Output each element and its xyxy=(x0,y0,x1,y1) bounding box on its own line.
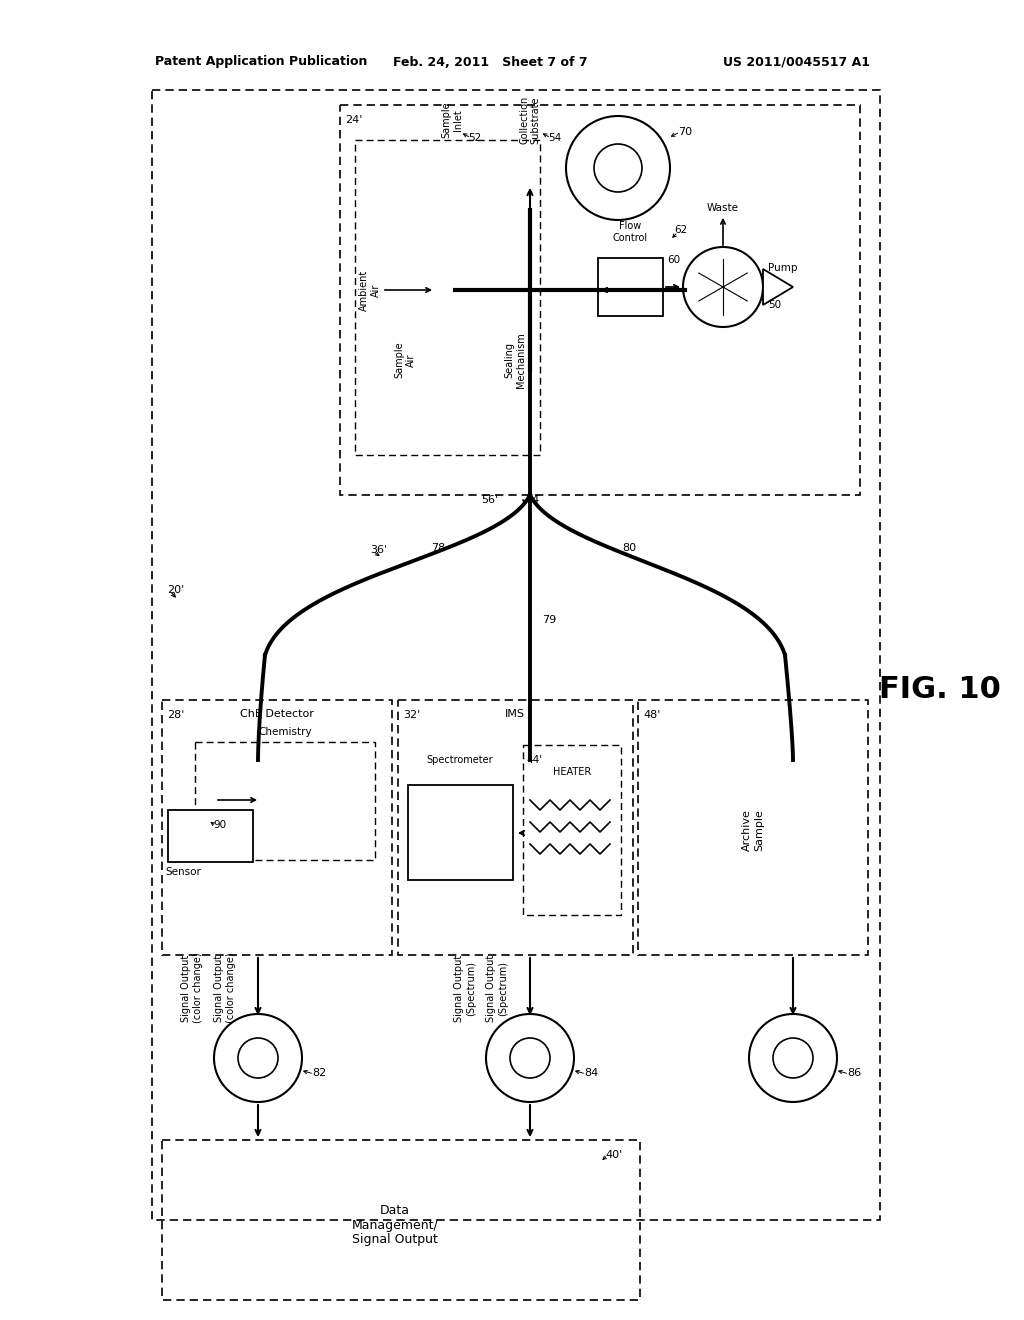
Text: Signal Output
(Spectrum): Signal Output (Spectrum) xyxy=(486,954,508,1022)
Circle shape xyxy=(683,247,763,327)
Text: 28': 28' xyxy=(167,710,184,719)
Text: 44': 44' xyxy=(526,755,542,766)
Text: 48': 48' xyxy=(643,710,660,719)
Bar xyxy=(152,90,880,1220)
Text: Spectrometer: Spectrometer xyxy=(427,755,494,766)
Bar xyxy=(195,742,375,861)
Text: IMS: IMS xyxy=(505,709,525,719)
Circle shape xyxy=(566,116,670,220)
Text: 24': 24' xyxy=(345,115,362,125)
Text: Feb. 24, 2011   Sheet 7 of 7: Feb. 24, 2011 Sheet 7 of 7 xyxy=(392,55,588,69)
Bar xyxy=(398,700,633,954)
Text: FIG. 10: FIG. 10 xyxy=(879,676,1000,705)
Text: Sensor: Sensor xyxy=(165,867,201,876)
Text: Ambient
Air: Ambient Air xyxy=(359,269,381,310)
Text: 62: 62 xyxy=(674,224,687,235)
Text: Collection
Substrate: Collection Substrate xyxy=(519,96,541,144)
Bar xyxy=(162,700,392,954)
Text: 54: 54 xyxy=(548,133,561,143)
Text: 90: 90 xyxy=(213,820,226,830)
Bar xyxy=(168,810,253,862)
Circle shape xyxy=(238,1038,278,1078)
Text: Sample
Inlet: Sample Inlet xyxy=(441,102,463,139)
Text: Flow
Control: Flow Control xyxy=(612,222,647,243)
Bar xyxy=(523,744,621,915)
Text: 70: 70 xyxy=(678,127,692,137)
Text: Archive
Sample: Archive Sample xyxy=(742,809,764,851)
Text: 82: 82 xyxy=(312,1068,327,1078)
Bar xyxy=(355,140,540,455)
Text: 74: 74 xyxy=(525,495,540,506)
Text: 60: 60 xyxy=(667,255,680,265)
Circle shape xyxy=(486,1014,574,1102)
Text: US 2011/0045517 A1: US 2011/0045517 A1 xyxy=(723,55,870,69)
Text: 40': 40' xyxy=(605,1150,623,1160)
Text: Sealing
Mechanism: Sealing Mechanism xyxy=(504,333,525,388)
Bar xyxy=(598,257,663,315)
Text: Chemistry: Chemistry xyxy=(258,727,312,737)
Bar xyxy=(340,106,860,495)
Text: Pump: Pump xyxy=(768,263,798,273)
Text: 80: 80 xyxy=(622,543,636,553)
Text: Signal Output
(color change): Signal Output (color change) xyxy=(214,953,236,1023)
Text: ChE Detector: ChE Detector xyxy=(240,709,314,719)
Text: 50: 50 xyxy=(768,300,781,310)
Text: 32': 32' xyxy=(403,710,420,719)
Circle shape xyxy=(510,1038,550,1078)
Circle shape xyxy=(749,1014,837,1102)
Bar xyxy=(162,1140,640,1300)
Text: Data
Management/
Signal Output: Data Management/ Signal Output xyxy=(351,1204,438,1246)
Circle shape xyxy=(594,144,642,191)
Text: 36': 36' xyxy=(370,545,387,554)
Bar xyxy=(638,700,868,954)
Text: 20': 20' xyxy=(167,585,184,595)
Text: Signal Output
(color change): Signal Output (color change) xyxy=(181,953,203,1023)
Circle shape xyxy=(773,1038,813,1078)
Polygon shape xyxy=(763,269,793,305)
Text: 52: 52 xyxy=(468,133,481,143)
Text: 86: 86 xyxy=(847,1068,861,1078)
Text: Sample
Air: Sample Air xyxy=(394,342,416,379)
Text: Patent Application Publication: Patent Application Publication xyxy=(155,55,368,69)
Text: 56': 56' xyxy=(481,495,499,506)
Text: 78: 78 xyxy=(431,543,445,553)
Circle shape xyxy=(214,1014,302,1102)
Text: Waste: Waste xyxy=(707,203,739,213)
Text: 84: 84 xyxy=(584,1068,598,1078)
Text: 79: 79 xyxy=(542,615,556,624)
Bar xyxy=(408,785,513,880)
Text: Signal Output
(Spectrum): Signal Output (Spectrum) xyxy=(455,954,476,1022)
Text: HEATER: HEATER xyxy=(553,767,591,777)
